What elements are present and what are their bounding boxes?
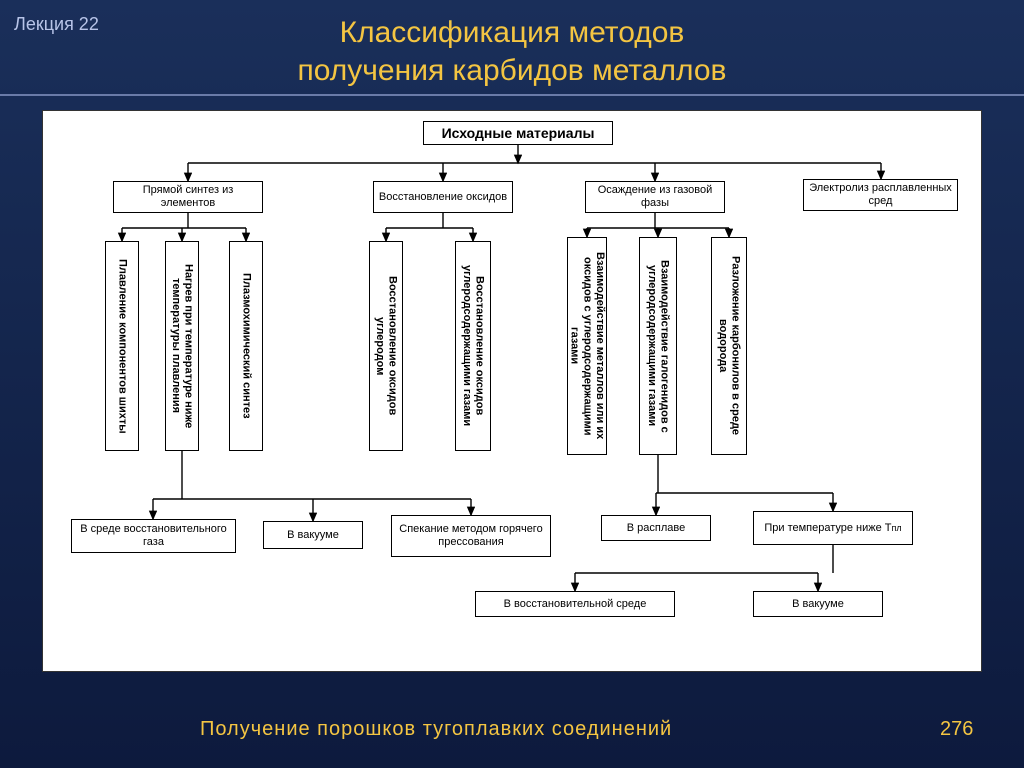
- page-number: 276: [940, 718, 973, 741]
- node-v4: Восстановление оксидов углеродом: [369, 241, 403, 451]
- node-b1: Прямой синтез из элементов: [113, 181, 263, 213]
- node-d1: В восстановительной среде: [475, 591, 675, 617]
- node-v3: Плазмохимический синтез: [229, 241, 263, 451]
- node-d2: В вакууме: [753, 591, 883, 617]
- node-c5: При температуре ниже Тпл: [753, 511, 913, 545]
- node-v8: Разложение карбонилов в среде водорода: [711, 237, 747, 455]
- node-b4: Электролиз расплавленных сред: [803, 179, 958, 211]
- node-root: Исходные материалы: [423, 121, 613, 145]
- node-c1: В среде восстановительного газа: [71, 519, 236, 553]
- node-v2: Нагрев при температуре ниже температуры …: [165, 241, 199, 451]
- flowchart-panel: Исходные материалы Прямой синтез из элеме…: [42, 110, 982, 672]
- title-line1: Классификация методов: [340, 16, 685, 49]
- node-b2: Восстановление оксидов: [373, 181, 513, 213]
- footer-text: Получение порошков тугоплавких соединени…: [200, 718, 672, 741]
- node-b3: Осаждение из газовой фазы: [585, 181, 725, 213]
- node-c3: Спекание методом горячего прессования: [391, 515, 551, 557]
- title-line2: получения карбидов металлов: [298, 54, 727, 87]
- node-c4: В расплаве: [601, 515, 711, 541]
- node-c2: В вакууме: [263, 521, 363, 549]
- node-v5: Восстановление оксидов углеродсодержащим…: [455, 241, 491, 451]
- slide-title: Классификация методов получения карбидов…: [0, 14, 1024, 89]
- title-underline: [0, 94, 1024, 96]
- node-v7: Взаимодействие галогенидов с углеродсоде…: [639, 237, 677, 455]
- node-v6: Взаимодействие металлов или их оксидов с…: [567, 237, 607, 455]
- node-v1: Плавление компонентов шихты: [105, 241, 139, 451]
